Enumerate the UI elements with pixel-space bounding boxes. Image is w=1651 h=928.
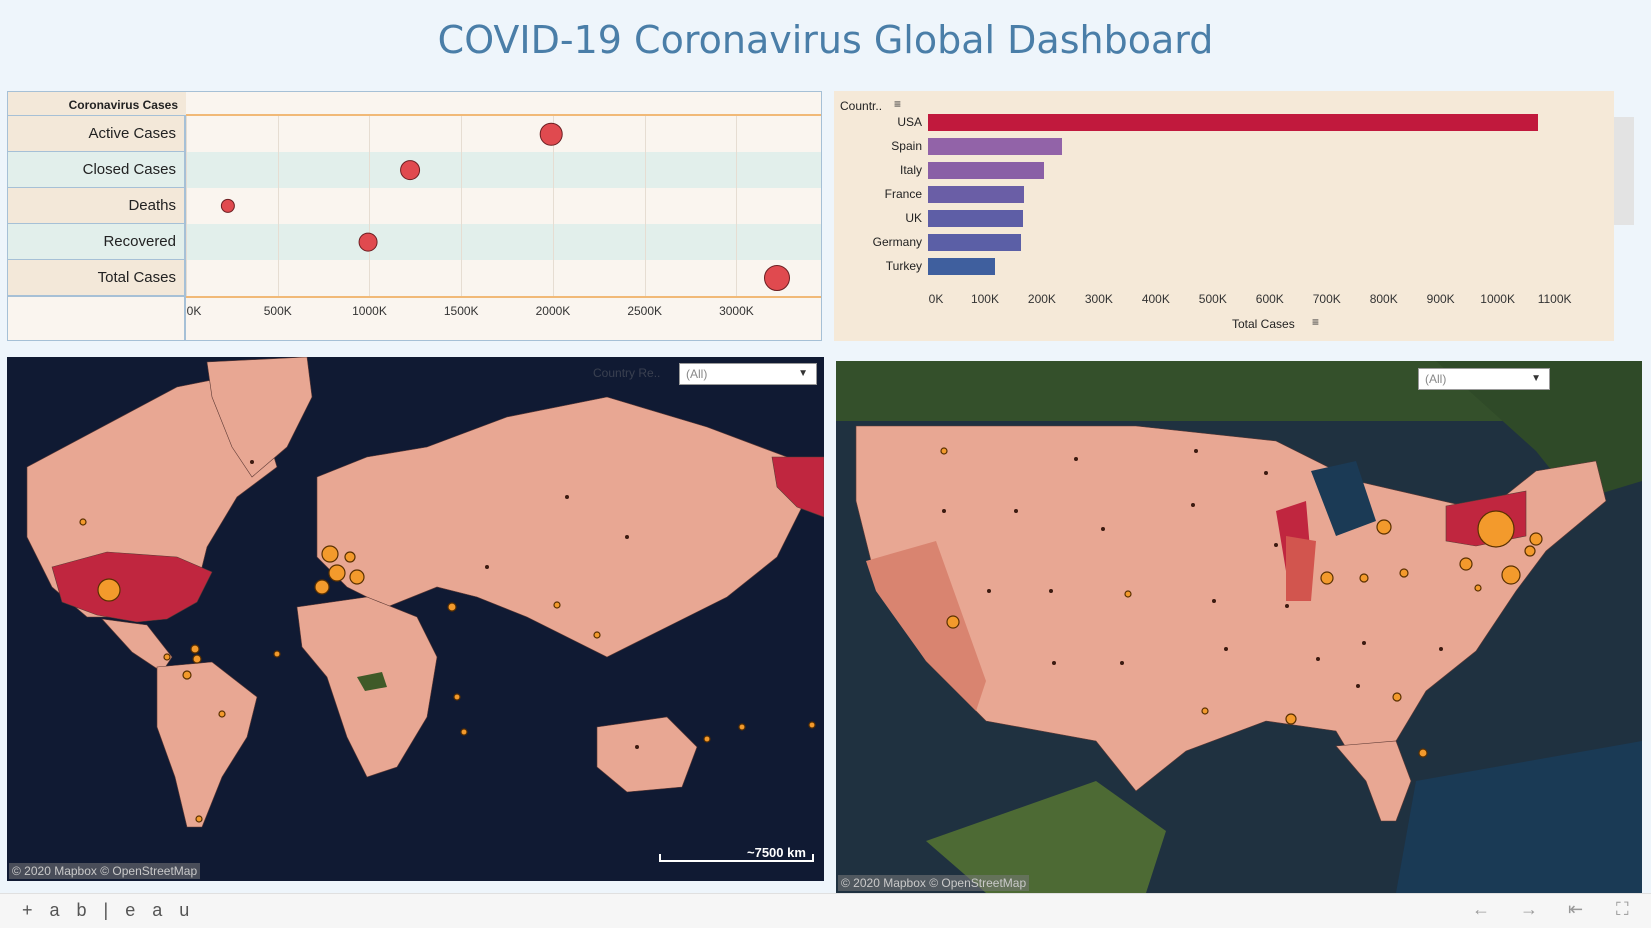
bar-chart-tick-label: 0K: [928, 292, 944, 306]
dot-chart-row: Active Cases: [8, 116, 821, 152]
bar-chart-x-label: Total Cases: [1232, 317, 1295, 331]
bar-chart-tick-label: 100K: [970, 292, 999, 306]
dot-chart-gridline: [552, 116, 554, 296]
coronavirus-cases-dot-chart: Coronavirus Cases Active Cases Closed Cas…: [7, 91, 822, 341]
dot-chart-tick-label: 1500K: [443, 304, 479, 318]
bar-chart-category-label: UK: [905, 211, 922, 225]
bar-chart-bar[interactable]: [928, 258, 995, 275]
bar-chart-tick-label: 500K: [1198, 292, 1227, 306]
chevron-down-icon: ▼: [1531, 373, 1541, 384]
dot-chart-gridline: [736, 116, 738, 296]
fullscreen-icon[interactable]: ⛶: [1616, 899, 1629, 919]
map-scale-bar: [659, 854, 814, 862]
bar-chart-category-label: Spain: [891, 139, 922, 153]
world-map-attribution[interactable]: © 2020 Mapbox © OpenStreetMap: [9, 863, 201, 879]
dot-chart-tick-label: 3000K: [719, 304, 754, 318]
us-map[interactable]: (All) ▼ © 2020 Mapbox © OpenStreetMap: [836, 361, 1642, 893]
country-region-filter-label: Country Re..: [593, 366, 661, 380]
total-cases-bar-chart: Countr.. ≡ USA Spain Italy France UK Germany T…: [834, 91, 1614, 341]
bar-chart-tick-label: 600K: [1255, 292, 1284, 306]
bar-chart-bar[interactable]: [928, 234, 1022, 251]
bar-chart-tick-label: 200K: [1027, 292, 1056, 306]
tableau-footer: + a b | e a u ← → ⇤ ⛶: [0, 893, 1651, 928]
dot-chart-tick-label: 2500K: [627, 304, 663, 318]
dot-chart-x-axis: [186, 296, 821, 340]
us-map-attribution[interactable]: © 2020 Mapbox © OpenStreetMap: [838, 875, 1030, 891]
bar-chart-category-label: Italy: [899, 163, 922, 177]
bar-chart-bar[interactable]: [928, 114, 1538, 131]
dot-chart-gridline: [186, 116, 187, 296]
dot-chart-mark[interactable]: [358, 232, 378, 252]
dot-chart-gridline: [369, 116, 371, 296]
bar-chart-tick-label: 700K: [1312, 292, 1341, 306]
dot-chart-row-label: Deaths: [8, 188, 186, 224]
dot-chart-row-label: Active Cases: [8, 116, 186, 152]
region-filter-value: (All): [1425, 372, 1447, 386]
sort-axis-icon[interactable]: ≡: [1312, 315, 1320, 329]
country-column-header[interactable]: Countr..: [840, 99, 883, 113]
bar-chart-bar[interactable]: [928, 162, 1044, 179]
revert-icon[interactable]: ⇤: [1568, 899, 1584, 919]
us-map-graphic: [836, 361, 1642, 893]
dot-chart-row-label: Closed Cases: [8, 152, 186, 188]
undo-icon[interactable]: ←: [1472, 899, 1490, 919]
bar-chart-tick-label: 1000K: [1480, 292, 1515, 306]
dot-chart-tick-label: 500K: [263, 304, 292, 318]
bar-chart-tick-label: 900K: [1426, 292, 1455, 306]
bar-chart-tick-label: 300K: [1084, 292, 1113, 306]
bar-chart-category-label: USA: [897, 115, 922, 129]
dot-chart-gridline: [644, 116, 646, 296]
dot-chart-mark[interactable]: [221, 198, 236, 214]
dot-chart-tick-label: 1000K: [352, 304, 387, 318]
country-region-filter-dropdown[interactable]: (All) ▼: [679, 363, 817, 385]
bar-chart-category-label: Turkey: [885, 259, 922, 273]
bar-chart-bar[interactable]: [928, 138, 1063, 155]
dot-chart-mark[interactable]: [763, 265, 790, 291]
world-map[interactable]: Country Re.. (All) ▼ ~7500 km © 2020 Map…: [7, 357, 824, 881]
redo-icon[interactable]: →: [1520, 899, 1538, 919]
dot-chart-row: Total Cases: [8, 260, 821, 296]
country-region-filter-value: (All): [686, 367, 708, 381]
dot-chart-gridline: [461, 116, 463, 296]
dot-chart-mark[interactable]: [539, 122, 563, 146]
bar-chart-tick-label: 1100K: [1537, 292, 1572, 306]
map-scale-label: ~7500 km: [747, 845, 806, 860]
bar-chart-scrollbar[interactable]: [1614, 117, 1634, 225]
bar-chart-category-label: France: [884, 187, 922, 201]
dot-chart-header: Coronavirus Cases: [8, 92, 186, 116]
dot-chart-gridline: [277, 116, 279, 296]
dot-chart-tick-label: 0K: [186, 304, 202, 318]
chevron-down-icon: ▼: [798, 368, 808, 379]
bar-chart-category-label: Germany: [872, 235, 922, 249]
dot-chart-tick-label: 2000K: [535, 304, 571, 318]
world-map-graphic: [7, 357, 824, 881]
dot-chart-row: Recovered: [8, 224, 821, 260]
tableau-logo[interactable]: + a b | e a u: [22, 900, 196, 920]
dot-chart-row-label: Recovered: [8, 224, 186, 260]
bar-chart-tick-label: 800K: [1369, 292, 1398, 306]
bar-chart-tick-label: 400K: [1141, 292, 1170, 306]
dot-chart-mark[interactable]: [399, 160, 420, 180]
region-filter-dropdown[interactable]: (All) ▼: [1418, 368, 1550, 390]
bar-chart-bar[interactable]: [928, 186, 1024, 203]
sort-icon[interactable]: ≡: [894, 97, 902, 111]
bar-chart-bar[interactable]: [928, 210, 1023, 227]
dot-chart-row: Deaths: [8, 188, 821, 224]
dot-chart-row-label: Total Cases: [8, 260, 186, 296]
dashboard-title: COVID-19 Coronavirus Global Dashboard: [437, 18, 1214, 62]
